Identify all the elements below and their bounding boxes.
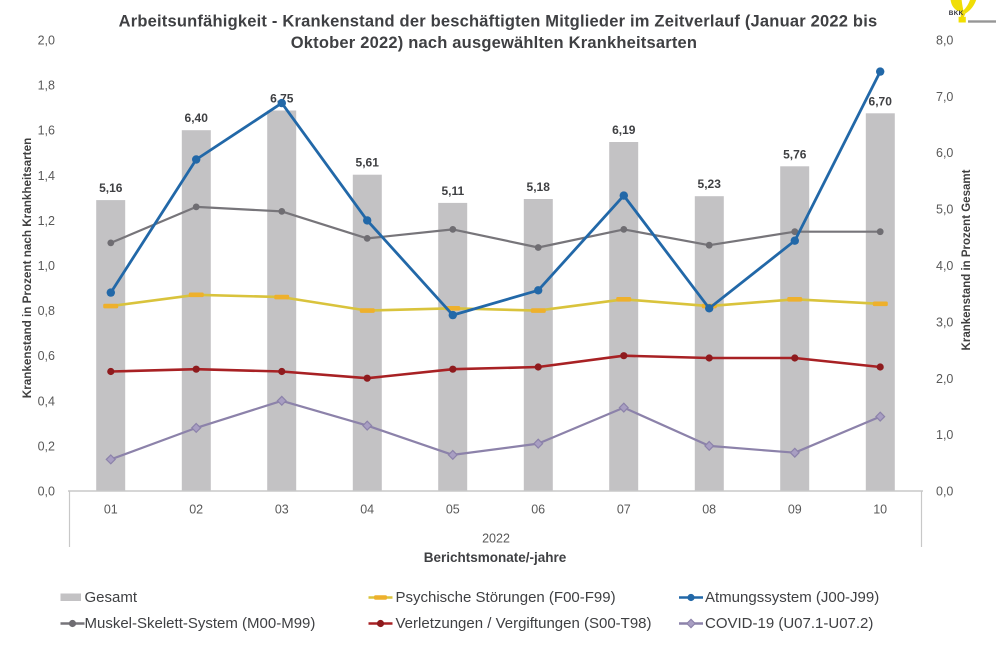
svg-text:6,75: 6,75 [270,92,294,106]
svg-text:0,0: 0,0 [936,485,953,499]
svg-text:4,0: 4,0 [936,259,953,273]
svg-text:COVID-19 (U07.1-U07.2): COVID-19 (U07.1-U07.2) [705,615,873,632]
svg-text:10: 10 [873,503,887,517]
svg-text:Berichtsmonate/-jahre: Berichtsmonate/-jahre [424,550,567,565]
svg-text:07: 07 [617,503,631,517]
svg-text:2022: 2022 [482,532,510,546]
svg-text:2,0: 2,0 [936,372,953,386]
svg-text:Psychische Störungen (F00-F99): Psychische Störungen (F00-F99) [396,589,616,606]
svg-text:06: 06 [531,503,545,517]
svg-text:1,0: 1,0 [38,259,55,273]
svg-text:Atmungssystem (J00-J99): Atmungssystem (J00-J99) [705,589,879,606]
svg-text:7,0: 7,0 [936,90,953,104]
svg-text:05: 05 [446,503,460,517]
svg-text:8,0: 8,0 [936,34,953,48]
svg-text:5,23: 5,23 [698,177,722,191]
svg-text:5,11: 5,11 [441,184,464,198]
svg-text:Arbeitsunfähigkeit - Krankenst: Arbeitsunfähigkeit - Krankenstand der be… [119,13,878,31]
svg-text:6,0: 6,0 [936,146,953,160]
svg-text:0,6: 0,6 [38,349,55,363]
svg-text:5,18: 5,18 [527,180,551,194]
svg-text:09: 09 [788,503,802,517]
svg-text:1,2: 1,2 [38,214,55,228]
svg-text:01: 01 [104,503,118,517]
svg-text:03: 03 [275,503,289,517]
svg-text:5,61: 5,61 [356,156,380,170]
svg-text:6,40: 6,40 [185,111,209,125]
svg-text:Gesamt: Gesamt [85,589,138,606]
svg-text:5,16: 5,16 [99,181,123,195]
svg-text:6,70: 6,70 [869,94,893,108]
svg-text:0,8: 0,8 [38,304,55,318]
svg-text:Verletzungen / Vergiftungen (S: Verletzungen / Vergiftungen (S00-T98) [396,615,652,632]
svg-text:08: 08 [702,503,716,517]
svg-text:3,0: 3,0 [936,315,953,329]
svg-text:Muskel-Skelett-System (M00-M99: Muskel-Skelett-System (M00-M99) [85,615,316,632]
svg-text:5,76: 5,76 [783,147,807,161]
svg-text:0,4: 0,4 [38,394,55,408]
svg-text:2,0: 2,0 [38,34,55,48]
svg-text:0,0: 0,0 [38,485,55,499]
svg-text:1,0: 1,0 [936,428,953,442]
svg-text:Oktober 2022) nach ausgewählte: Oktober 2022) nach ausgewählten Krankhei… [291,34,697,52]
svg-text:04: 04 [360,503,374,517]
svg-text:Krankenstand in Prozent Gesamt: Krankenstand in Prozent Gesamt [961,169,973,350]
svg-text:0,2: 0,2 [38,439,55,453]
svg-text:1,4: 1,4 [38,169,55,183]
svg-text:1,8: 1,8 [38,79,55,93]
svg-text:BKK: BKK [949,10,964,17]
svg-text:1,6: 1,6 [38,124,55,138]
svg-text:02: 02 [189,503,203,517]
svg-text:5,0: 5,0 [936,203,953,217]
svg-text:Krankenstand in Prozent nach K: Krankenstand in Prozent nach Krankheitsa… [21,138,34,398]
svg-text:6,19: 6,19 [612,123,636,137]
